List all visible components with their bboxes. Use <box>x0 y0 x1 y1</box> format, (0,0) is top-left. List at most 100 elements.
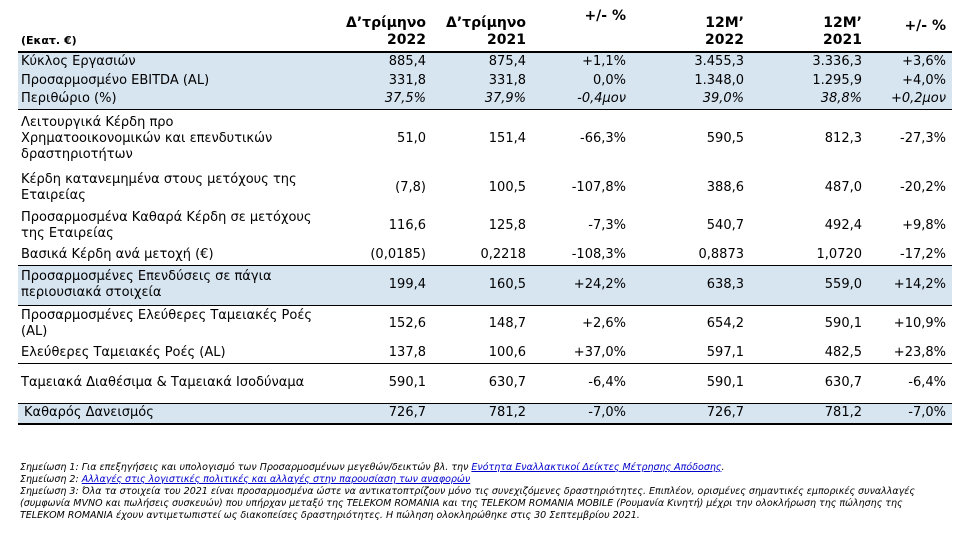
cell: 38,8% <box>750 90 868 109</box>
cell: 781,2 <box>432 403 532 424</box>
cell: +3,6% <box>868 52 952 71</box>
cell: +2,6% <box>582 316 626 332</box>
cell: 590,1 <box>388 375 426 390</box>
header-12m-2021: 12M’ 2021 <box>823 15 862 48</box>
cell: 630,7 <box>824 375 862 390</box>
cell: 0,2218 <box>480 246 527 262</box>
row-label: Κέρδη κατανεμημένα στους μετόχους της Ετ… <box>21 172 297 203</box>
footnote-3: Σημείωση 3: Όλα τα στοιχεία του 2021 είν… <box>20 486 915 521</box>
table-row: Κέρδη κατανεμημένα στους μετόχους της Ετ… <box>18 169 952 207</box>
row-label: Προσαρμοσμένο EBITDA (AL) <box>18 71 338 90</box>
cell: 37,9% <box>432 90 532 109</box>
cell: -108,3% <box>571 246 626 262</box>
units-label: (Εκατ. €) <box>21 34 77 47</box>
cell: 331,8 <box>338 71 432 90</box>
cell: 654,2 <box>706 316 744 332</box>
table-row: Βασικά Κέρδη ανά μετοχή (€) (0,0185) 0,2… <box>18 245 952 265</box>
cell: 125,8 <box>488 218 526 233</box>
header-12m-2022: 12M’ 2022 <box>705 15 744 48</box>
cell: 492,4 <box>824 218 862 233</box>
cell: +23,8% <box>893 344 946 360</box>
cell: 559,0 <box>750 265 868 305</box>
cell: -7,3% <box>588 218 626 233</box>
row-label: Λειτουργικά Κέρδη προ Χρηματοοικονομικών… <box>21 115 273 163</box>
cell: -7,0% <box>868 403 952 424</box>
row-label: Ταμειακά Διαθέσιμα & Ταμειακά Ισοδύναμα <box>21 375 305 390</box>
row-label: Προσαρμοσμένες Επενδύσεις σε πάγια περιο… <box>18 265 338 305</box>
cell: 590,1 <box>824 316 862 332</box>
table-row: Περιθώριο (%) 37,5% 37,9% -0,4μον 39,0% … <box>18 90 952 109</box>
cell: 597,1 <box>706 344 744 360</box>
cell: 388,6 <box>706 180 744 195</box>
cell: +0,2μον <box>868 90 952 109</box>
table-row: Προσαρμοσμένες Ελεύθερες Ταμειακές Ροές … <box>18 305 952 343</box>
footnote-1-link[interactable]: Ενότητα Εναλλακτικοί Δείκτες Μέτρησης Απ… <box>471 462 722 473</box>
cell: -66,3% <box>580 131 626 147</box>
header-change-12m: +/- % <box>904 18 946 34</box>
cell: 590,5 <box>706 131 744 147</box>
cell: -107,8% <box>571 180 626 195</box>
header-q4-2022: Δ’τρίμηνο 2022 <box>346 15 426 48</box>
cell: 0,0% <box>532 71 632 90</box>
cell: 331,8 <box>432 71 532 90</box>
cell: 151,4 <box>488 131 526 147</box>
cell: 100,5 <box>488 180 526 195</box>
table-row: Καθαρός Δανεισμός 726,7 781,2 -7,0% 726,… <box>18 403 952 424</box>
cell: 0,8873 <box>698 246 745 262</box>
footnote-2: Σημείωση 2: Αλλαγές στις λογιστικές πολι… <box>20 474 950 486</box>
cell: 726,7 <box>632 403 750 424</box>
cell: -7,0% <box>532 403 632 424</box>
cell: 51,0 <box>397 131 426 147</box>
table-row: Ελεύθερες Ταμειακές Ροές (AL) 137,8 100,… <box>18 343 952 363</box>
cell: 638,3 <box>632 265 750 305</box>
cell: 1.348,0 <box>632 71 750 90</box>
row-label: Κύκλος Εργασιών <box>18 52 338 71</box>
cell: +37,0% <box>573 344 626 360</box>
footnotes: Σημείωση 1: Για επεξηγήσεις και υπολογισ… <box>20 462 950 522</box>
row-label: Προσαρμοσμένα Καθαρά Κέρδη σε μετόχους τ… <box>21 210 312 241</box>
cell: (7,8) <box>395 180 426 195</box>
cell: +10,9% <box>893 316 946 332</box>
cell: 160,5 <box>432 265 532 305</box>
table-row: Ταμειακά Διαθέσιμα & Ταμειακά Ισοδύναμα … <box>18 363 952 403</box>
cell: 152,6 <box>388 316 426 332</box>
cell: 100,6 <box>488 344 526 360</box>
cell: 3.455,3 <box>632 52 750 71</box>
cell: 37,5% <box>338 90 432 109</box>
footnote-1-text: Σημείωση 1: Για επεξηγήσεις και υπολογισ… <box>20 462 472 473</box>
table-row: Προσαρμοσμένο EBITDA (AL) 331,8 331,8 0,… <box>18 71 952 90</box>
cell: 1.295,9 <box>750 71 868 90</box>
table-row: Προσαρμοσμένα Καθαρά Κέρδη σε μετόχους τ… <box>18 207 952 245</box>
row-label: Βασικά Κέρδη ανά μετοχή (€) <box>21 246 214 262</box>
footnote-1: Σημείωση 1: Για επεξηγήσεις και υπολογισ… <box>20 462 950 474</box>
cell: 199,4 <box>338 265 432 305</box>
cell: -6,4% <box>588 375 626 390</box>
row-label: Περιθώριο (%) <box>18 90 338 109</box>
financial-summary-table: (Εκατ. €) Δ’τρίμηνο 2022 Δ’τρίμηνο 2021 +/… <box>18 6 952 425</box>
cell: 540,7 <box>706 218 744 233</box>
cell: 781,2 <box>750 403 868 424</box>
header-change-q: +/- % <box>584 8 626 24</box>
financial-table-container: (Εκατ. €) Δ’τρίμηνο 2022 Δ’τρίμηνο 2021 +/… <box>18 6 952 425</box>
cell: 885,4 <box>338 52 432 71</box>
cell: 630,7 <box>488 375 526 390</box>
footnote-2-text: Σημείωση 2: <box>20 474 82 485</box>
cell: -20,2% <box>900 180 946 195</box>
cell: -27,3% <box>900 131 946 147</box>
header-row: (Εκατ. €) Δ’τρίμηνο 2022 Δ’τρίμηνο 2021 +/… <box>18 6 952 52</box>
cell: 3.336,3 <box>750 52 868 71</box>
footnote-2-link[interactable]: Αλλαγές στις λογιστικές πολιτικές και αλ… <box>81 474 471 485</box>
table-row: Κύκλος Εργασιών 885,4 875,4 +1,1% 3.455,… <box>18 52 952 71</box>
footnote-1-end: . <box>721 462 725 473</box>
row-label: Καθαρός Δανεισμός <box>18 403 338 424</box>
cell: -0,4μον <box>532 90 632 109</box>
cell: 482,5 <box>824 344 862 360</box>
cell: -17,2% <box>900 246 946 262</box>
cell: 1,0720 <box>816 246 863 262</box>
cell: 39,0% <box>632 90 750 109</box>
cell: 590,1 <box>706 375 744 390</box>
row-label: Ελεύθερες Ταμειακές Ροές (AL) <box>21 344 226 360</box>
cell: +4,0% <box>868 71 952 90</box>
cell: 137,8 <box>388 344 426 360</box>
cell: +9,8% <box>902 218 946 233</box>
